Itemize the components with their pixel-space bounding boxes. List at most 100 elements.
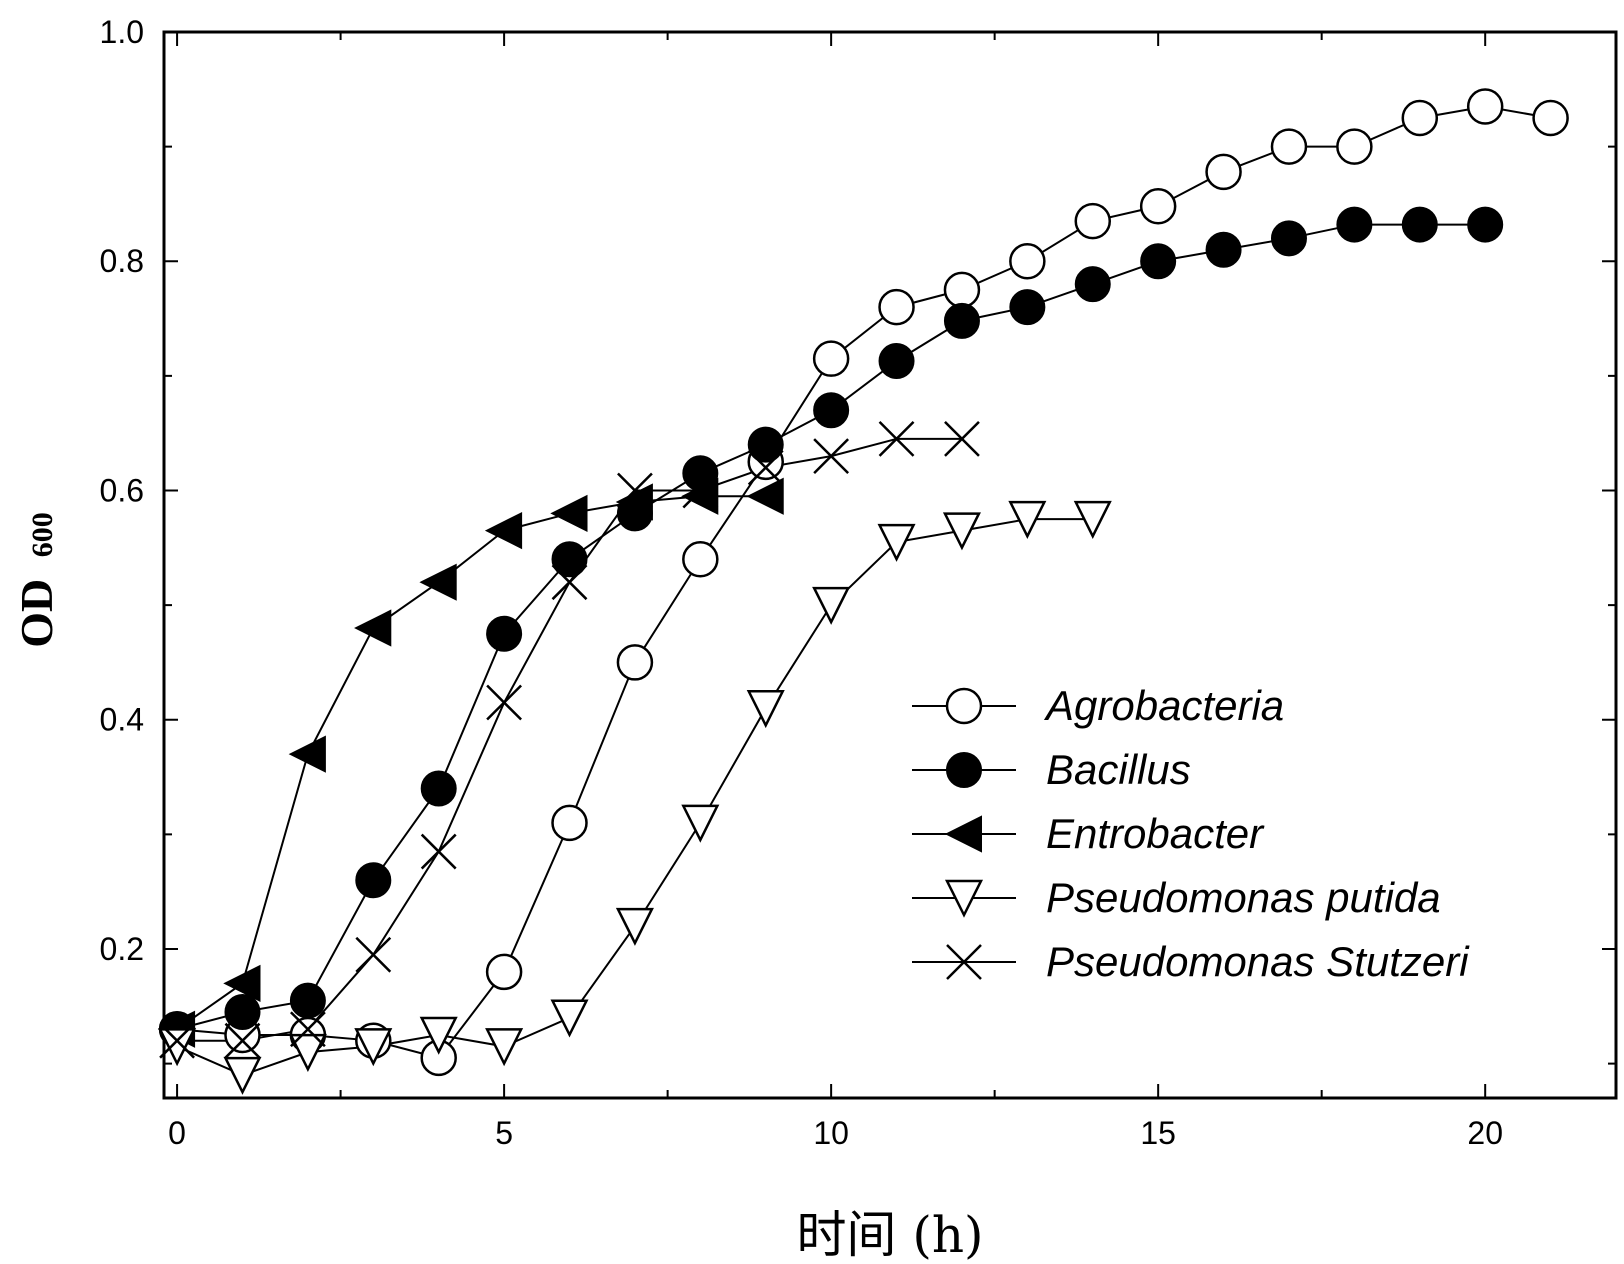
x-marker-stroke <box>486 684 522 721</box>
data-point-bacillus <box>289 982 326 1019</box>
legend: Agrobacteria Bacillus Entrobacter Pseudomon… <box>912 682 1470 985</box>
y-tick-label: 1.0 <box>100 14 144 50</box>
data-point-bacillus <box>1074 266 1111 303</box>
y-tick-label: 0.4 <box>100 702 144 738</box>
x-tick-label: 20 <box>1467 1115 1503 1151</box>
data-point-agrobacteria <box>1532 99 1569 137</box>
legend-item-agrobacteria: Agrobacteria <box>912 682 1284 729</box>
plot-area <box>162 30 1618 1100</box>
legend-item-pseudomonas-putida: Pseudomonas putida <box>912 874 1441 921</box>
data-point-agrobacteria <box>1336 128 1373 165</box>
data-point-entrobacter <box>223 964 261 1002</box>
data-point-agrobacteria <box>1205 153 1242 191</box>
data-point-pseudomonas-putida <box>223 1056 262 1095</box>
data-point-pseudomonas-putida <box>812 586 851 625</box>
data-point-pseudomonas-putida <box>1008 500 1047 539</box>
x-marker-stroke <box>617 472 653 509</box>
data-point-pseudomonas-putida <box>550 999 589 1038</box>
data-point-bacillus <box>1467 206 1504 243</box>
data-point-agrobacteria <box>812 340 850 377</box>
data-point-agrobacteria <box>682 541 719 578</box>
data-point-entrobacter <box>550 494 588 533</box>
data-point-bacillus <box>486 615 523 652</box>
data-point-bacillus <box>551 541 588 578</box>
legend-marker-bacillus <box>946 752 982 788</box>
data-point-entrobacter <box>354 609 392 647</box>
data-point-entrobacter <box>746 477 784 515</box>
series-line-entrobacter <box>176 495 766 1031</box>
legend-item-pseudomonas-stutzeri: Pseudomonas Stutzeri <box>912 938 1470 985</box>
y-axis-title-main: OD <box>11 579 62 648</box>
data-point-pseudomonas-stutzeri <box>290 1011 326 1048</box>
legend-marker-pseudomonas-putida <box>944 879 984 918</box>
data-point-entrobacter <box>288 735 326 773</box>
data-point-bacillus <box>355 862 392 899</box>
data-point-agrobacteria <box>1009 242 1046 280</box>
series-points-pseudomonas-putida <box>158 500 1112 1095</box>
series-lines <box>176 105 1551 1077</box>
x-tick-label: 0 <box>168 1115 186 1151</box>
data-point-agrobacteria <box>485 953 523 991</box>
data-point-bacillus <box>1401 206 1438 243</box>
x-marker-stroke <box>813 438 850 474</box>
data-point-pseudomonas-stutzeri <box>747 449 784 486</box>
legend-label: Pseudomonas Stutzeri <box>1046 938 1470 985</box>
legend-item-entrobacter: Entrobacter <box>912 810 1265 857</box>
x-axis-title: 时间 (h) <box>796 1206 983 1264</box>
data-point-pseudomonas-stutzeri <box>355 936 392 973</box>
data-point-pseudomonas-stutzeri <box>551 564 588 601</box>
data-point-bacillus <box>1140 243 1177 280</box>
series-markers <box>157 88 1569 1095</box>
series-points-pseudomonas-stutzeri <box>159 421 980 1059</box>
data-point-agrobacteria <box>1466 88 1504 125</box>
y-tick-label: 0.8 <box>100 243 144 279</box>
x-marker-stroke <box>878 421 915 457</box>
data-point-pseudomonas-stutzeri <box>486 684 522 721</box>
data-point-entrobacter <box>419 563 457 601</box>
data-point-pseudomonas-stutzeri <box>813 438 850 474</box>
data-point-pseudomonas-stutzeri <box>944 421 980 457</box>
legend-label: Agrobacteria <box>1043 682 1284 729</box>
data-point-agrobacteria <box>551 804 588 842</box>
x-tick-label: 10 <box>813 1115 849 1151</box>
x-marker-stroke <box>682 472 719 509</box>
data-point-pseudomonas-putida <box>681 804 720 843</box>
data-point-pseudomonas-stutzeri <box>617 472 653 509</box>
x-marker-stroke <box>946 944 982 980</box>
data-point-pseudomonas-putida <box>615 907 654 946</box>
legend-marker-entrobacter <box>944 815 982 853</box>
legend-marker-agrobacteria <box>945 687 983 725</box>
data-point-bacillus <box>943 302 980 339</box>
x-tick-label: 15 <box>1140 1115 1176 1151</box>
x-marker-stroke <box>420 833 457 870</box>
data-point-agrobacteria <box>1074 202 1112 240</box>
x-marker-stroke <box>747 449 784 486</box>
data-point-agrobacteria <box>616 644 654 681</box>
data-point-pseudomonas-stutzeri <box>159 1022 195 1059</box>
data-point-pseudomonas-putida <box>288 1033 327 1072</box>
legend-label: Entrobacter <box>1046 810 1265 857</box>
data-point-bacillus <box>1205 231 1242 268</box>
data-point-agrobacteria <box>1401 99 1439 137</box>
data-point-bacillus <box>1009 289 1046 326</box>
data-point-agrobacteria <box>1139 187 1177 225</box>
y-axis-title-subscript: 600 <box>26 512 59 557</box>
data-point-agrobacteria <box>1270 128 1308 165</box>
x-marker-stroke <box>224 1022 261 1059</box>
data-point-bacillus <box>1270 220 1307 257</box>
x-marker-stroke <box>355 936 392 973</box>
plot-frame <box>162 30 1618 1100</box>
axis-ticks: 0 5 10 15 20 0.2 0.4 0.6 0.8 1.0 <box>100 14 1616 1151</box>
data-point-agrobacteria <box>943 271 981 309</box>
data-point-pseudomonas-putida <box>354 1028 393 1067</box>
data-point-pseudomonas-stutzeri <box>878 421 915 457</box>
x-marker-stroke <box>290 1011 326 1048</box>
data-point-pseudomonas-putida <box>877 523 916 562</box>
y-tick-label: 0.6 <box>100 472 144 508</box>
data-point-pseudomonas-stutzeri <box>682 472 719 509</box>
data-point-bacillus <box>878 342 915 379</box>
data-point-bacillus <box>1336 206 1373 243</box>
data-point-pseudomonas-putida <box>746 690 785 729</box>
data-point-bacillus <box>747 426 784 463</box>
data-point-pseudomonas-putida <box>1073 500 1112 539</box>
